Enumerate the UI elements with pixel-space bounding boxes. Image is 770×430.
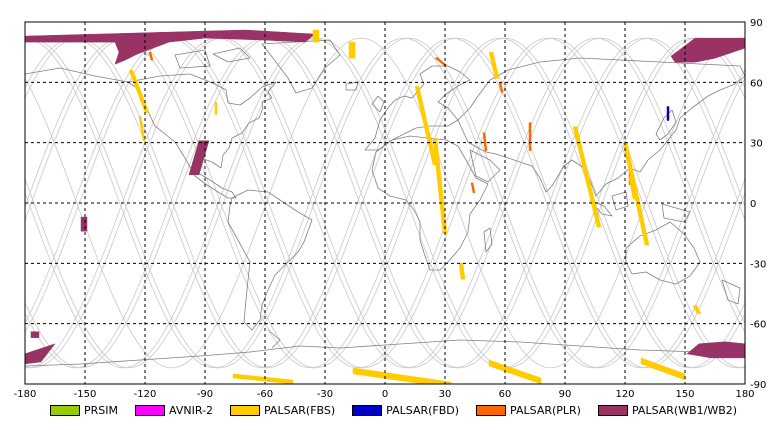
legend-label: AVNIR-2 bbox=[169, 403, 213, 417]
x-tick-label: 150 bbox=[675, 389, 694, 400]
swath-wb bbox=[188, 140, 210, 176]
x-tick-label: 120 bbox=[615, 389, 634, 400]
legend-swatch bbox=[476, 404, 507, 416]
coastline-borneo bbox=[611, 191, 629, 211]
coastline-arabia bbox=[469, 149, 501, 183]
x-tick-label: -60 bbox=[257, 389, 273, 400]
x-tick-label: -120 bbox=[134, 389, 157, 400]
coastline-japan bbox=[655, 109, 677, 141]
swath-fbs bbox=[640, 357, 686, 381]
swath-wb bbox=[80, 216, 88, 232]
coastline-africa bbox=[371, 135, 489, 271]
legend-swatch bbox=[50, 404, 80, 416]
swath-fbs bbox=[628, 176, 638, 200]
legend-item-prsim: PRSIM bbox=[50, 404, 118, 417]
y-tick-label: 90 bbox=[750, 18, 763, 29]
legend-label: PALSAR(WB1/WB2) bbox=[631, 403, 738, 417]
y-tick-label: -90 bbox=[750, 380, 766, 391]
coastline-new-zealand bbox=[721, 279, 741, 305]
swath-wb bbox=[25, 343, 56, 365]
coastline-britain bbox=[371, 95, 385, 113]
coastline-iceland bbox=[345, 81, 359, 91]
legend-item-plr: PALSAR(PLR) bbox=[476, 404, 581, 417]
swath-fbs bbox=[348, 41, 356, 59]
coastlines bbox=[25, 39, 745, 367]
legend: PRSIM AVNIR-2 PALSAR(FBS) PALSAR(FBD) PALSAR… bbox=[50, 402, 754, 418]
x-tick-label: 60 bbox=[499, 389, 512, 400]
coastline-europe bbox=[364, 65, 471, 151]
swath-fbs bbox=[572, 126, 602, 228]
x-tick-label: -150 bbox=[74, 389, 97, 400]
swath-fbs bbox=[488, 359, 542, 384]
coastline-south-america bbox=[227, 189, 313, 331]
swath-plr bbox=[434, 56, 448, 67]
swath-wb bbox=[30, 331, 40, 338]
legend-label: PALSAR(FBD) bbox=[386, 403, 460, 417]
coastline-sumatra bbox=[589, 199, 613, 217]
coastline-greenland bbox=[261, 39, 341, 94]
legend-item-fbs: PALSAR(FBS) bbox=[229, 403, 336, 417]
swath-wb bbox=[686, 341, 745, 359]
swath-fbs bbox=[232, 373, 294, 384]
legend-swatch bbox=[135, 404, 165, 416]
swath-fbs bbox=[312, 29, 320, 43]
coastline-alaska bbox=[25, 67, 129, 83]
swath-fbs bbox=[214, 102, 218, 115]
legend-item-avnir2: AVNIR-2 bbox=[135, 404, 213, 417]
swath-fbs bbox=[692, 305, 702, 314]
y-tick-label: 30 bbox=[750, 139, 763, 150]
swath-wb bbox=[670, 37, 745, 63]
coastline-antarctic-peninsula bbox=[267, 329, 281, 349]
x-tick-label: -180 bbox=[14, 389, 37, 400]
x-tick-label: -90 bbox=[197, 389, 213, 400]
coastline-new-guinea bbox=[661, 203, 691, 223]
swath-plr bbox=[482, 132, 488, 151]
legend-item-fbd: PALSAR(FBD) bbox=[352, 404, 459, 417]
y-tick-label: -60 bbox=[750, 320, 766, 331]
x-tick-label: 0 bbox=[382, 389, 388, 400]
swath-fbs bbox=[432, 138, 448, 234]
y-tick-label: 0 bbox=[750, 199, 756, 210]
swath-plr bbox=[470, 182, 476, 194]
swath-plr bbox=[528, 122, 532, 151]
coastline-baffin bbox=[212, 47, 251, 63]
coastline-australia bbox=[625, 221, 701, 285]
x-tick-label: -30 bbox=[317, 389, 333, 400]
plot-frame bbox=[24, 21, 746, 385]
legend-item-wb: PALSAR(WB1/WB2) bbox=[597, 403, 738, 417]
legend-swatch bbox=[597, 404, 628, 416]
x-tick-label: 90 bbox=[559, 389, 572, 400]
swath-fbs bbox=[128, 70, 150, 113]
y-tick-label: -30 bbox=[750, 259, 766, 270]
coastline-asia bbox=[457, 57, 745, 197]
y-tick-label: 60 bbox=[750, 78, 763, 89]
legend-label: PALSAR(FBS) bbox=[263, 403, 336, 417]
coastline-antarctica bbox=[25, 339, 745, 367]
swath-fbs bbox=[488, 51, 500, 79]
x-tick-label: 30 bbox=[439, 389, 452, 400]
swath-fbs bbox=[458, 263, 466, 280]
legend-swatch bbox=[229, 404, 260, 416]
coastline-madagascar bbox=[483, 227, 493, 253]
x-axis-ticks: -180 -150 -120 -90 -60 -30 0 30 60 90 120 150 180 bbox=[14, 389, 755, 400]
swath-plr bbox=[148, 51, 154, 61]
legend-label: PALSAR(PLR) bbox=[510, 403, 581, 417]
observation-swaths bbox=[25, 29, 745, 384]
coastline-north-america bbox=[127, 73, 277, 199]
legend-label: PRSIM bbox=[84, 403, 118, 417]
swath-fbs bbox=[138, 116, 146, 141]
y-axis-ticks: 90 60 30 0 -30 -60 -90 bbox=[750, 18, 766, 391]
swath-fbd bbox=[666, 106, 670, 121]
legend-swatch bbox=[352, 404, 383, 416]
grid-lines bbox=[25, 22, 745, 384]
swath-fbs bbox=[352, 367, 452, 384]
coastline-arctic-islands bbox=[174, 49, 211, 69]
x-tick-label: 180 bbox=[735, 389, 754, 400]
